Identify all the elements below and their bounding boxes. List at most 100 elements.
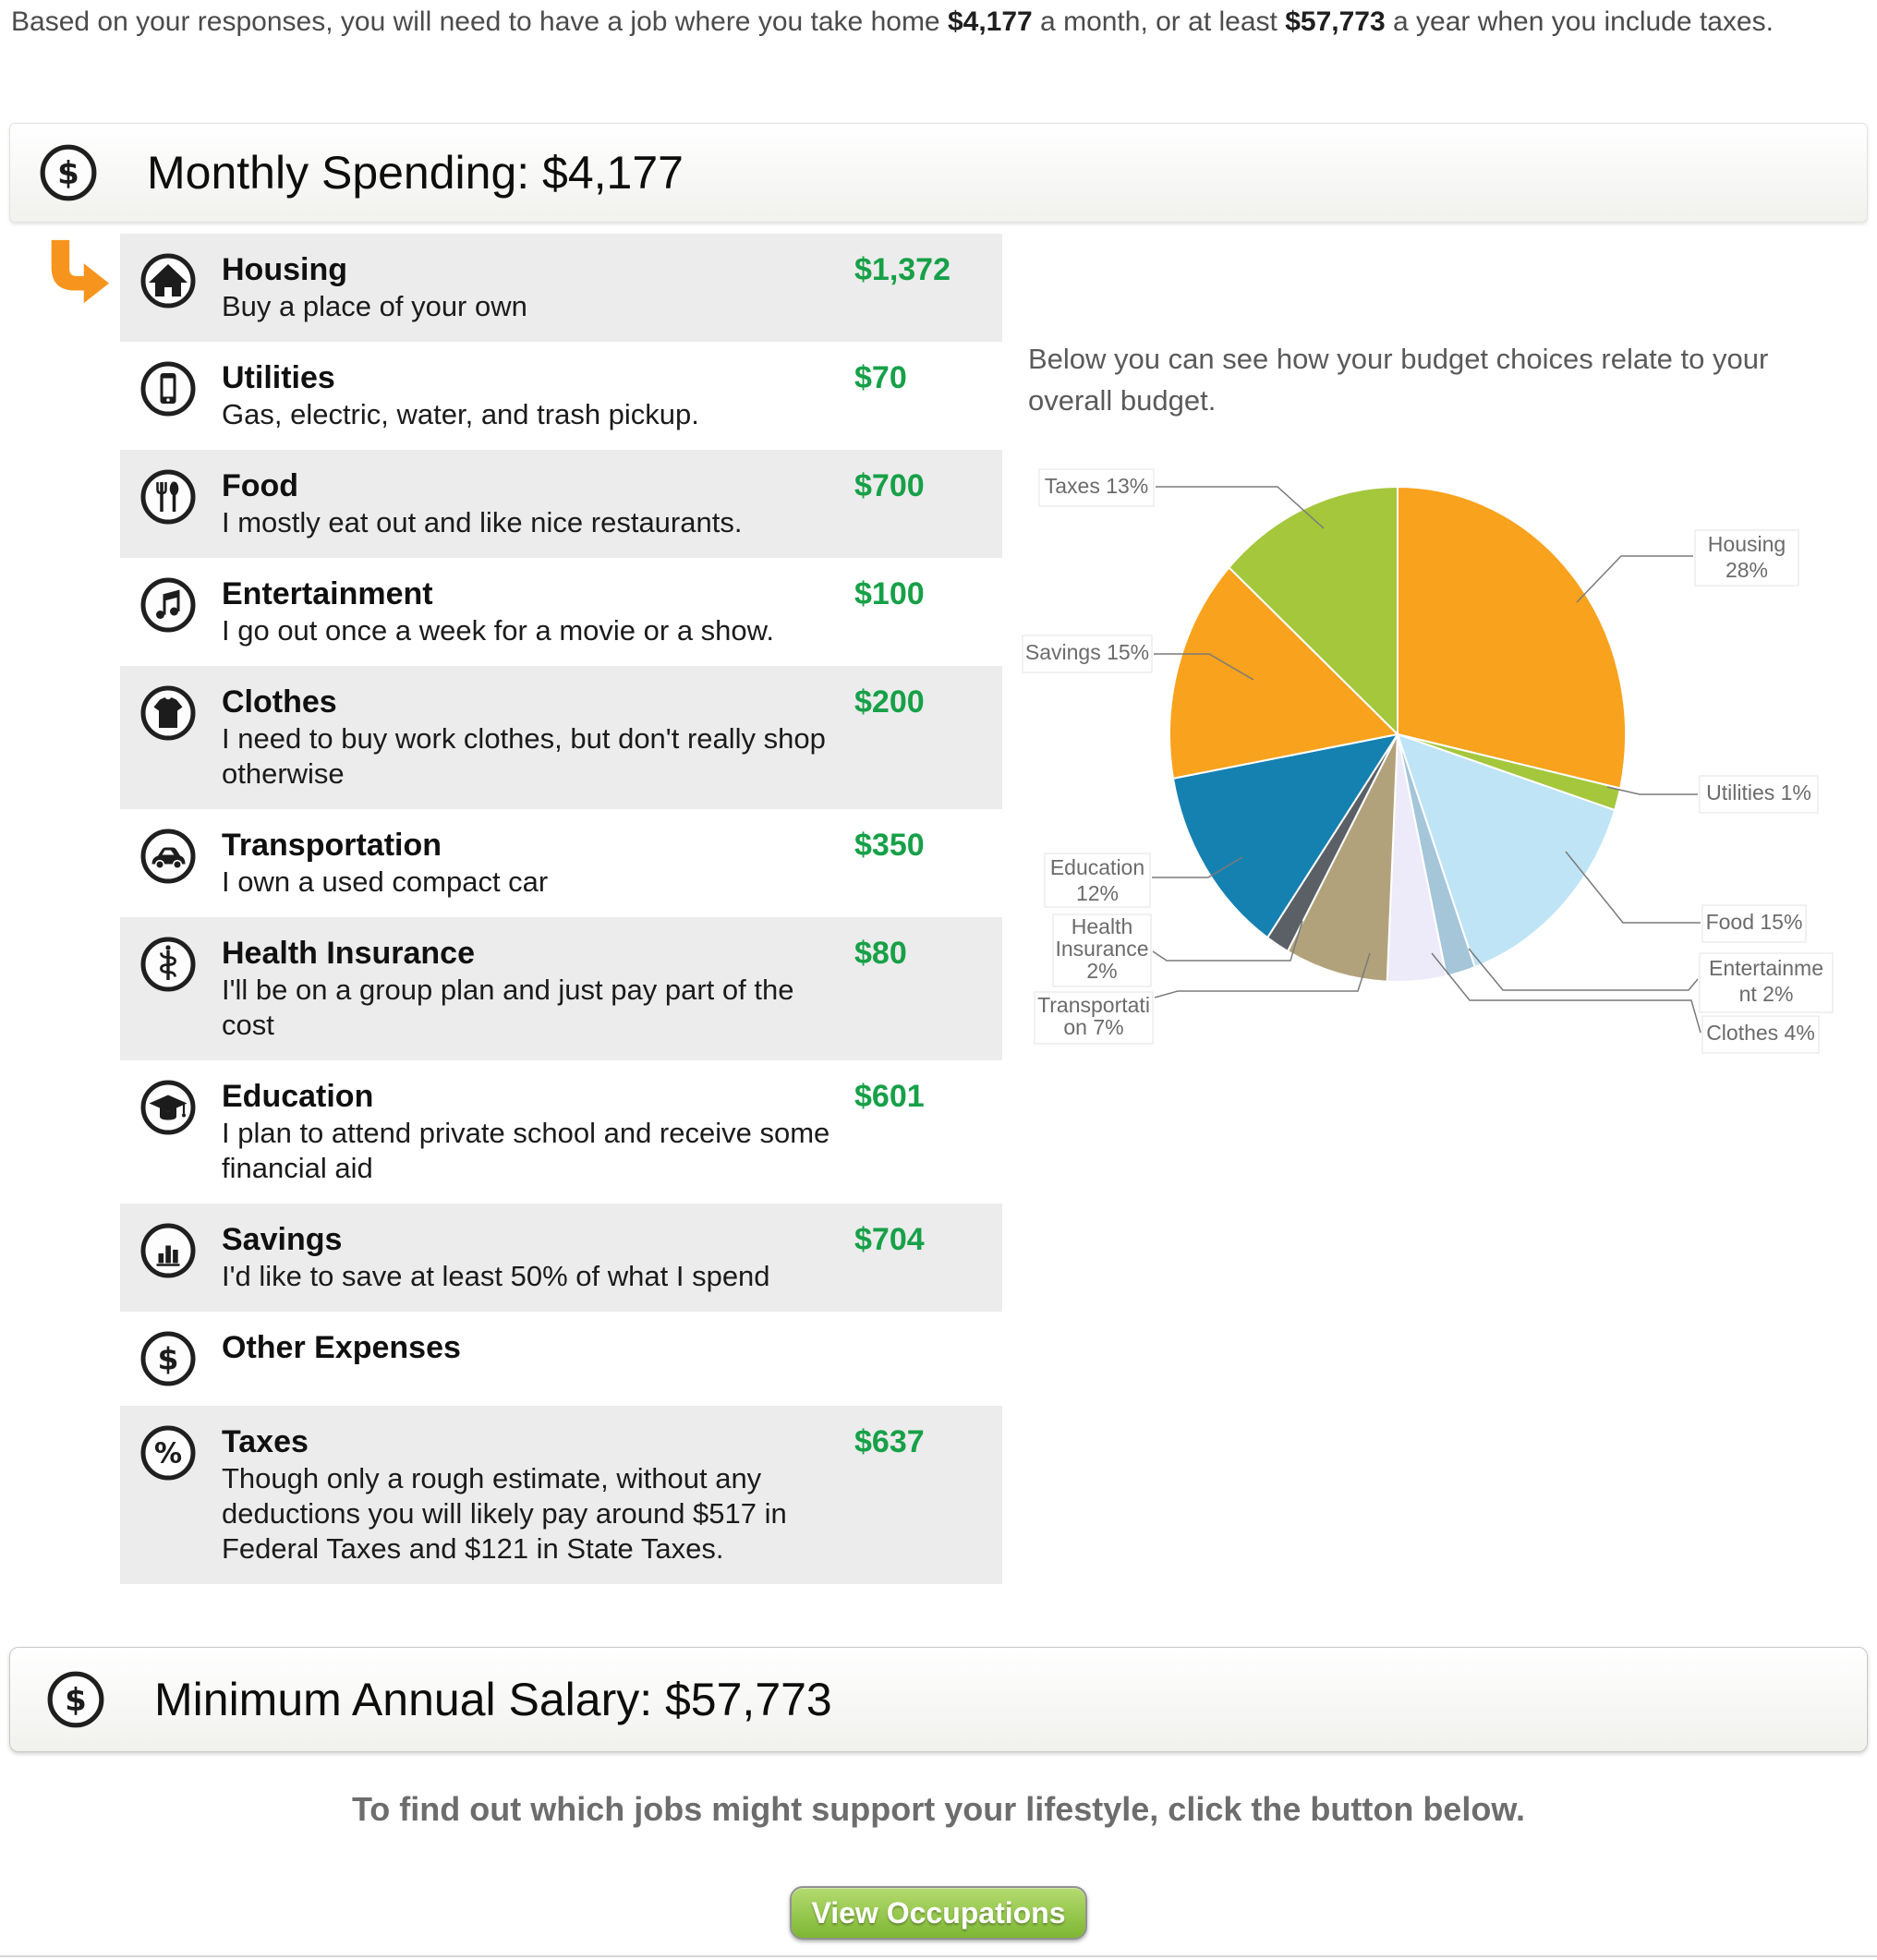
list-item[interactable]: Food I mostly eat out and like nice rest…	[120, 450, 1002, 558]
cta-text: To find out which jobs might support you…	[351, 1790, 1525, 1828]
category-amount: $700	[854, 468, 925, 503]
pie-label-entertainment: Entertainment 2%	[1468, 948, 1834, 1013]
pie-slice-housing	[1397, 485, 1628, 790]
category-amount: $200	[854, 684, 925, 720]
phone-icon	[139, 359, 198, 418]
pie-leader-line	[1152, 920, 1303, 962]
category-amount: $70	[854, 360, 907, 395]
pie-label-transportation: Transportation 7%	[1034, 952, 1371, 1045]
pie-label-text: Entertainme	[1709, 956, 1823, 980]
pie-label-text: Education	[1050, 855, 1144, 879]
house-icon	[139, 251, 198, 310]
pie-leader-line	[1468, 948, 1699, 991]
pie-label-text: Food 15%	[1706, 910, 1803, 934]
category-text: Taxes Though only a rough estimate, with…	[222, 1423, 854, 1567]
category-text: Education I plan to attend private schoo…	[222, 1078, 854, 1186]
caduceus-icon	[139, 935, 198, 994]
pie-slice-education	[1171, 732, 1400, 939]
category-text: Transportation I own a used compact car	[222, 827, 854, 900]
category-amount: $637	[854, 1424, 925, 1459]
car-icon	[140, 829, 196, 884]
pie-slice-transportation	[1286, 733, 1399, 983]
pie-label-text: Taxes 13%	[1045, 474, 1149, 498]
category-description: I mostly eat out and like nice restauran…	[222, 506, 743, 538]
list-item[interactable]: Clothes I need to buy work clothes, but …	[120, 666, 1002, 809]
tshirt-icon	[140, 685, 196, 741]
view-occupations-button[interactable]: View Occupations	[790, 1886, 1087, 1940]
pie-label-text: Utilities 1%	[1706, 780, 1811, 805]
category-description: I go out once a week for a movie or a sh…	[222, 614, 774, 647]
list-item[interactable]: Health Insurance I'll be on a group plan…	[120, 917, 1002, 1060]
category-name: Other Expenses	[222, 1330, 461, 1365]
svg-text:%: %	[154, 1438, 182, 1470]
house-icon	[140, 253, 196, 309]
intro-part2: a month, or at least	[1032, 6, 1286, 37]
pie-label-text: 28%	[1726, 558, 1768, 582]
pie-label-text: 2%	[1086, 959, 1117, 983]
list-item[interactable]: % Taxes Though only a rough estimate, wi…	[120, 1406, 1002, 1584]
car-icon	[139, 827, 198, 886]
dollar-coin-icon: $	[45, 1669, 106, 1730]
list-item[interactable]: Transportation I own a used compact car …	[120, 809, 1002, 917]
pie-label-text: Insurance	[1055, 937, 1148, 961]
monthly-take-home-amount: $4,177	[947, 6, 1033, 37]
dollar-coin-icon: $	[38, 142, 99, 203]
pie-label-text: Housing	[1708, 532, 1786, 556]
category-text: Clothes I need to buy work clothes, but …	[222, 684, 854, 792]
phone-icon	[140, 361, 196, 417]
category-name: Savings	[222, 1222, 343, 1257]
category-text: Housing Buy a place of your own	[222, 251, 854, 324]
music-notes-icon	[139, 575, 198, 635]
category-name: Housing	[222, 252, 347, 287]
category-amount: $350	[854, 828, 925, 863]
pie-leader-line	[1156, 486, 1325, 529]
category-amount: $704	[854, 1222, 925, 1257]
pie-slice-food	[1396, 732, 1617, 969]
pie-leader-line	[1154, 653, 1254, 681]
category-text: Food I mostly eat out and like nice rest…	[222, 467, 854, 540]
category-description: I plan to attend private school and rece…	[222, 1117, 830, 1184]
pie-leader-line	[1152, 856, 1243, 878]
pie-label-utilities: Utilities 1%	[1606, 775, 1819, 814]
category-amount: $80	[854, 936, 907, 971]
dollar-icon: $	[40, 144, 97, 201]
category-description: Buy a place of your own	[222, 290, 527, 322]
minimum-annual-salary-header: $ Minimum Annual Salary: $57,773	[9, 1647, 1868, 1752]
category-text: Other Expenses	[222, 1329, 854, 1367]
pie-leader-line	[1431, 952, 1701, 1034]
pie-leader-line	[1606, 786, 1698, 795]
list-item[interactable]: Entertainment I go out once a week for a…	[120, 558, 1002, 666]
category-name: Health Insurance	[222, 936, 475, 971]
bottom-divider	[0, 1955, 1877, 1957]
caduceus-icon	[140, 937, 196, 992]
category-description: I need to buy work clothes, but don't re…	[222, 722, 826, 790]
pie-leader-line	[1576, 555, 1693, 603]
monthly-spending-title: Monthly Spending: $4,177	[147, 147, 684, 199]
category-name: Transportation	[222, 828, 442, 863]
pie-label-text: Transportati	[1037, 993, 1150, 1017]
list-item[interactable]: Savings I'd like to save at least 50% of…	[120, 1204, 1002, 1312]
pie-label-text: 12%	[1076, 881, 1119, 905]
pie-label-taxes: Taxes 13%	[1038, 468, 1325, 529]
utensils-icon	[140, 469, 196, 525]
category-name: Clothes	[222, 684, 337, 720]
category-name: Entertainment	[222, 576, 433, 611]
svg-text:$: $	[57, 155, 79, 192]
percent-icon: %	[140, 1425, 196, 1481]
dollar-icon: $	[47, 1671, 104, 1728]
list-item[interactable]: $ Other Expenses	[120, 1312, 1002, 1406]
pie-leader-line	[1565, 851, 1701, 924]
dollar-icon: $	[140, 1331, 196, 1386]
category-name: Utilities	[222, 360, 335, 395]
dollar-icon: $	[139, 1329, 198, 1388]
minimum-annual-salary-title: Minimum Annual Salary: $57,773	[154, 1674, 832, 1725]
list-item[interactable]: Utilities Gas, electric, water, and tras…	[120, 342, 1002, 450]
list-item[interactable]: Housing Buy a place of your own $1,372	[120, 234, 1002, 342]
category-description: I'd like to save at least 50% of what I …	[222, 1260, 770, 1292]
monthly-spending-header: $ Monthly Spending: $4,177	[9, 123, 1868, 223]
list-item[interactable]: Education I plan to attend private schoo…	[120, 1060, 1002, 1204]
category-description: I own a used compact car	[222, 865, 549, 898]
